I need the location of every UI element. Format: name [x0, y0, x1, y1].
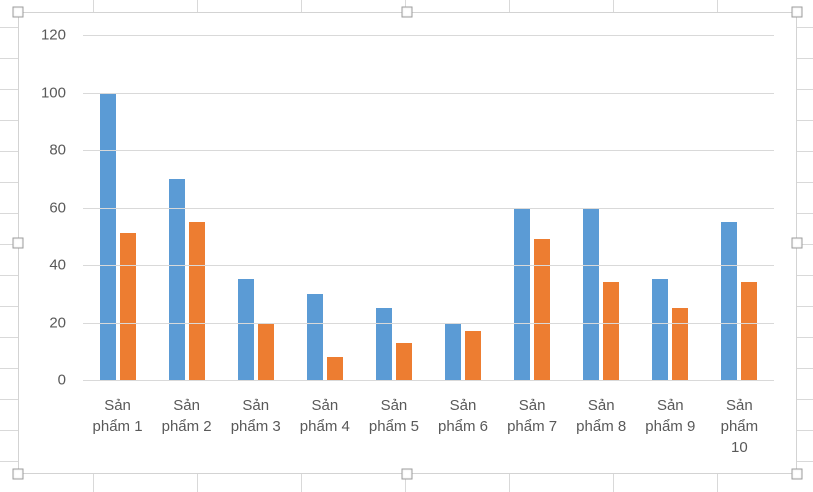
category-axis-label-9[interactable]: Sản phẩm 9	[636, 395, 705, 458]
bar-series-1-2[interactable]	[168, 178, 185, 380]
category-axis-label-line: Sản	[587, 397, 615, 414]
category-axis-label-line: phẩm 2	[161, 418, 212, 435]
category-axis-label-8[interactable]: Sản phẩm 8	[567, 395, 636, 458]
bar-series-1-10[interactable]	[721, 221, 738, 380]
selection-handle-middle-right[interactable]	[791, 237, 803, 249]
selection-handle-bottom-right[interactable]	[791, 468, 803, 480]
category-axis-label-line: Sản	[311, 397, 339, 414]
selection-handle-top-left[interactable]	[12, 6, 24, 18]
selection-handle-bottom-left[interactable]	[12, 468, 24, 480]
category-axis-label-7[interactable]: Sản phẩm 7	[498, 395, 567, 458]
bar-series-1-5[interactable]	[375, 308, 392, 380]
bar-series-2-3[interactable]	[257, 322, 274, 380]
gridline-60	[83, 207, 774, 209]
bar-series-2-4[interactable]	[326, 357, 343, 380]
category-axis-label-line: phẩm 7	[507, 418, 558, 435]
category-axis-label-line: phẩm 8	[576, 418, 627, 435]
category-group-3	[221, 35, 290, 380]
gridline-100	[83, 92, 774, 94]
category-axis-label-line: Sản	[242, 397, 270, 414]
category-group-9	[636, 35, 705, 380]
category-group-2	[152, 35, 221, 380]
category-axis-label-line: Sản	[104, 397, 131, 414]
category-group-5	[359, 35, 428, 380]
category-axis-label-line: Sản	[173, 397, 200, 414]
category-axis-label-line: Sản	[518, 397, 546, 414]
gridline-0	[83, 380, 774, 381]
bar-series-2-8[interactable]	[603, 282, 620, 380]
gridline-80	[83, 150, 774, 151]
category-axis-label-4[interactable]: Sản phẩm 4	[290, 395, 359, 458]
plot-area[interactable]	[83, 35, 774, 381]
bar-series-2-6[interactable]	[465, 331, 482, 380]
bar-series-1-9[interactable]	[652, 279, 669, 380]
bar-series-2-2[interactable]	[188, 221, 205, 380]
category-axis-label-line: Sản	[726, 397, 753, 414]
category-group-4	[290, 35, 359, 380]
chart-area[interactable]: 0 20 40 60 80 100 120 Sản phẩm 1 Sản phẩm 2 Sản phẩ…	[18, 12, 797, 474]
gridline-20	[83, 322, 774, 324]
category-group-7	[498, 35, 567, 380]
category-axis-label-1[interactable]: Sản phẩm 1	[83, 395, 152, 458]
value-axis-tick-20[interactable]: 20	[49, 314, 66, 331]
gridline-40	[83, 265, 774, 266]
bar-series-1-6[interactable]	[445, 322, 462, 380]
value-axis-tick-120[interactable]: 120	[40, 26, 66, 44]
category-axis-label-2[interactable]: Sản phẩm 2	[152, 395, 221, 458]
bar-series-1-3[interactable]	[237, 279, 254, 380]
bar-series-2-10[interactable]	[741, 282, 758, 380]
category-group-8	[567, 35, 636, 380]
category-axis-label-line: Sản	[656, 397, 684, 414]
bar-series-2-9[interactable]	[672, 308, 689, 380]
category-axis-label-line: phẩm 9	[645, 418, 696, 435]
category-group-1	[83, 35, 152, 380]
bar-series-1-4[interactable]	[306, 293, 323, 380]
category-axis-label-line: phẩm 4	[299, 418, 350, 435]
category-group-10	[705, 35, 774, 380]
category-axis-label-5[interactable]: Sản phẩm 5	[359, 395, 428, 458]
category-axis-label-line: Sản	[449, 397, 477, 414]
category-axis-label-10[interactable]: Sản phẩm 10	[705, 395, 774, 458]
category-axis-label-line: 10	[731, 439, 748, 456]
category-axis-label-line: phẩm 1	[92, 418, 143, 435]
selection-handle-bottom-middle[interactable]	[401, 468, 413, 480]
category-axis-label-line: phẩm 3	[230, 418, 281, 435]
category-axis-label-line: phẩm 6	[437, 418, 489, 435]
value-axis-tick-80[interactable]: 80	[49, 141, 66, 159]
value-axis-tick-100[interactable]: 100	[40, 84, 66, 101]
category-axis[interactable]: Sản phẩm 1 Sản phẩm 2 Sản phẩm 3 Sản phẩm 4 Sản p…	[83, 395, 774, 458]
selection-handle-top-middle[interactable]	[401, 6, 413, 18]
bar-series-1-8[interactable]	[583, 207, 600, 380]
category-axis-label-line: Sản	[380, 397, 408, 414]
category-axis-label-6[interactable]: Sản phẩm 6	[428, 395, 497, 458]
bar-series-2-1[interactable]	[119, 233, 136, 380]
bar-series-2-5[interactable]	[395, 342, 412, 380]
value-axis-tick-0[interactable]: 0	[57, 371, 66, 389]
selection-handle-middle-left[interactable]	[12, 237, 24, 249]
category-group-6	[428, 35, 497, 380]
bar-series-1-1[interactable]	[99, 92, 116, 380]
bar-series-2-7[interactable]	[534, 239, 551, 380]
category-axis-label-line: phẩm	[720, 418, 759, 435]
category-axis-label-line: phẩm 5	[368, 418, 419, 435]
value-axis[interactable]: 0 20 40 60 80 100 120	[19, 27, 66, 389]
value-axis-tick-40[interactable]: 40	[49, 256, 66, 274]
selection-handle-top-right[interactable]	[791, 6, 803, 18]
gridline-120	[83, 35, 774, 36]
bar-series-1-7[interactable]	[514, 207, 531, 380]
value-axis-tick-60[interactable]: 60	[49, 199, 66, 216]
category-axis-label-3[interactable]: Sản phẩm 3	[221, 395, 290, 458]
